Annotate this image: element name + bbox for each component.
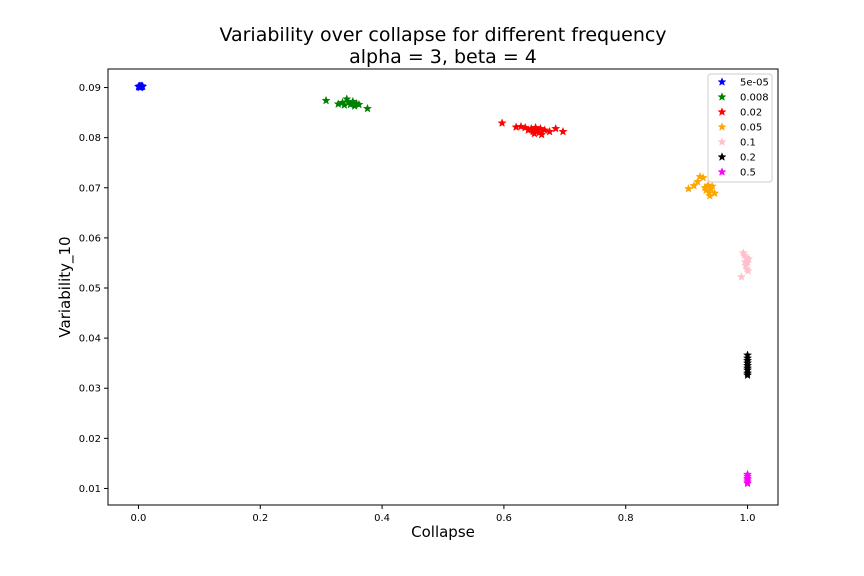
data-point-series-4 [743,266,753,275]
x-tick-label: 0.0 [131,513,147,524]
y-tick-label: 0.04 [79,334,101,345]
y-tick-label: 0.05 [79,284,101,295]
data-point-series-3 [707,181,717,191]
y-axis-label: Variability_10 [56,236,75,337]
legend-marker [717,152,727,161]
legend-marker [717,122,727,131]
y-tick-label: 0.03 [79,384,101,395]
chart-subtitle: alpha = 3, beta = 4 [349,46,537,68]
legend-marker [717,77,727,86]
data-point-series-4 [736,272,746,281]
data-point-series-1 [348,96,358,106]
y-tick-label: 0.08 [79,133,101,144]
y-tick-label: 0.09 [79,83,101,94]
data-point-series-3 [698,172,708,182]
x-tick-label: 0.8 [618,513,634,524]
data-point-series-2 [497,118,507,127]
data-point-series-1 [362,103,372,113]
data-point-series-2 [551,123,561,133]
legend-marker [717,92,727,101]
legend-box [707,73,773,183]
chart-title: Variability over collapse for different … [219,24,666,46]
data-point-series-1 [354,99,364,109]
data-point-series-1 [342,94,352,103]
legend-label: 0.5 [740,168,756,179]
data-point-series-1 [321,95,331,105]
x-tick-label: 0.2 [252,513,268,524]
data-point-series-2 [558,126,568,136]
data-point-series-2 [545,126,555,136]
y-tick-label: 0.07 [79,183,101,194]
data-point-series-6 [743,478,753,488]
x-tick-label: 1.0 [740,513,756,524]
legend-label: 0.02 [740,108,762,119]
data-point-series-2 [535,123,545,133]
data-point-series-5 [743,370,753,380]
y-tick-label: 0.01 [79,484,101,495]
x-tick-label: 0.6 [496,513,512,524]
data-point-series-3 [689,181,699,190]
legend-marker [717,107,727,116]
data-point-series-0 [136,81,146,90]
plot-frame [107,68,779,506]
data-point-series-4 [744,254,754,263]
data-point-series-3 [683,184,693,193]
data-point-series-2 [540,125,550,134]
legend-label: 5e-05 [740,78,769,89]
y-tick-label: 0.02 [79,434,101,445]
legend: 5e-05 0.008 0.02 0.05 0.1 0.2 0.5 [707,73,773,183]
legend-marker [717,137,727,146]
x-axis-label: Collapse [411,523,475,541]
x-axis: 0.0 0.2 0.4 0.6 0.8 1.0 [131,505,756,524]
legend-label: 0.008 [740,93,769,104]
data-point-series-2 [537,129,547,139]
legend-label: 0.05 [740,123,762,134]
data-points [133,81,754,488]
legend-label: 0.2 [740,153,756,164]
legend-marker [717,167,727,176]
y-tick-label: 0.06 [79,233,101,244]
data-point-series-3 [710,188,720,198]
legend-label: 0.1 [740,138,756,149]
y-axis: 0.01 0.02 0.03 0.04 0.05 0.06 0.07 0.08 0.09 [79,83,108,495]
x-tick-label: 0.4 [374,513,390,524]
